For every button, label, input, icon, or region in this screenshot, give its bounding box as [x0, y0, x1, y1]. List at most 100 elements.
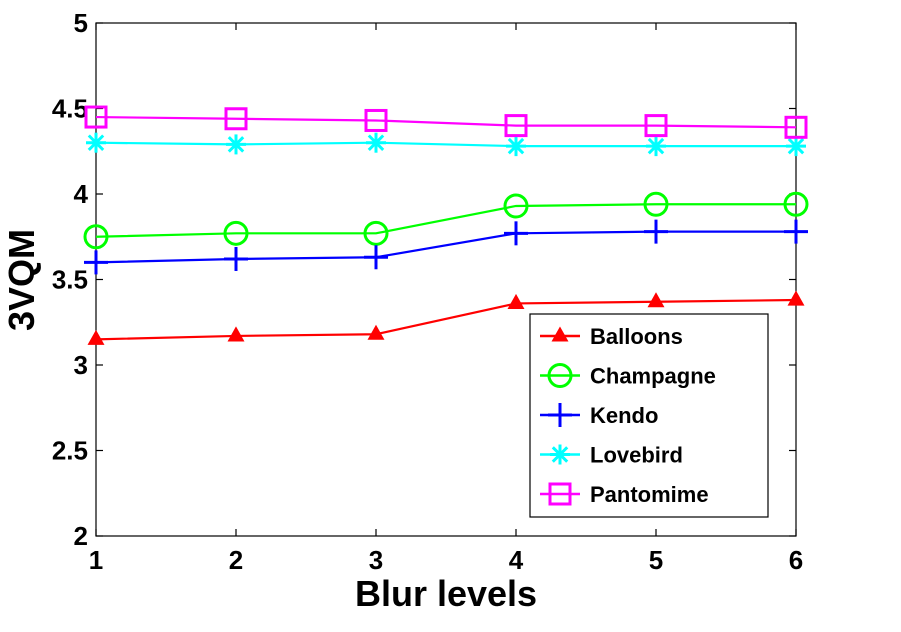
data-point-kendo	[364, 245, 388, 270]
series-champagne	[83, 191, 809, 250]
plus-marker	[504, 221, 528, 246]
circle-marker	[223, 220, 249, 246]
asterisk-marker	[646, 136, 666, 157]
circle-marker	[83, 224, 109, 250]
plus-marker	[784, 219, 808, 244]
y-tick-label: 4	[74, 179, 89, 209]
legend-item-balloons: Balloons	[540, 324, 683, 349]
asterisk-marker-d2	[507, 137, 525, 155]
square-marker	[548, 482, 572, 506]
data-point-pantomime	[84, 105, 108, 129]
data-point-champagne	[363, 220, 389, 246]
legend-item-champagne: Champagne	[540, 363, 716, 389]
asterisk-marker	[86, 132, 106, 153]
plus-marker	[644, 219, 668, 244]
x-axis-label: Blur levels	[355, 573, 537, 614]
data-point-kendo	[224, 246, 248, 271]
plus-marker	[364, 245, 388, 270]
legend-label: Pantomime	[590, 482, 709, 507]
data-point-champagne	[503, 193, 529, 219]
data-point-balloons	[227, 326, 245, 342]
series-lovebird	[86, 132, 806, 157]
plus-marker	[84, 250, 108, 275]
x-tick-label: 2	[229, 545, 243, 575]
asterisk-marker	[366, 132, 386, 153]
legend-label: Lovebird	[590, 443, 683, 468]
data-point-kendo	[784, 219, 808, 244]
legend-label: Champagne	[590, 364, 716, 389]
x-tick-label: 5	[649, 545, 663, 575]
x-tick-label: 3	[369, 545, 383, 575]
data-point-pantomime	[644, 114, 668, 138]
data-point-champagne	[83, 224, 109, 250]
square-marker	[644, 114, 668, 138]
square-marker	[224, 107, 248, 131]
data-point-lovebird	[86, 132, 106, 153]
circle-marker	[547, 363, 573, 388]
square-marker	[784, 115, 808, 139]
asterisk-marker-d2	[647, 137, 665, 155]
triangle-marker	[367, 324, 385, 340]
circle-marker	[363, 220, 389, 246]
data-point-pantomime	[784, 115, 808, 139]
data-point-champagne	[783, 191, 809, 217]
asterisk-marker-d2	[87, 134, 105, 151]
legend: Balloons Champagne Kendo Lovebird Pantomime	[529, 313, 769, 518]
square-marker	[504, 114, 528, 138]
asterisk-marker	[550, 444, 570, 465]
square-marker	[84, 105, 108, 129]
y-tick-label: 4.5	[52, 94, 88, 124]
y-tick-label: 3	[74, 350, 88, 380]
y-tick-label: 2.5	[52, 436, 88, 466]
data-point-balloons	[787, 290, 805, 306]
data-point-pantomime	[364, 108, 388, 132]
data-point-balloons	[367, 324, 385, 340]
data-point-lovebird	[506, 136, 526, 157]
x-tick-label: 4	[509, 545, 524, 575]
series-layer	[83, 105, 809, 345]
series-kendo	[84, 219, 808, 275]
data-point-balloons	[87, 329, 105, 345]
series-line-pantomime	[95, 115, 797, 129]
triangle-marker	[647, 292, 665, 308]
data-point-champagne	[643, 191, 669, 217]
y-axis-label: 3VQM	[1, 229, 42, 331]
x-tick-label: 6	[789, 545, 803, 575]
data-point-balloons	[647, 292, 665, 308]
data-point-kendo	[504, 221, 528, 246]
legend-label: Balloons	[590, 324, 683, 349]
triangle-marker	[227, 326, 245, 342]
circle-marker	[783, 191, 809, 217]
triangle-marker	[507, 293, 525, 309]
data-point-balloons	[507, 293, 525, 309]
data-point-lovebird	[646, 136, 666, 157]
y-tick-label: 2	[74, 521, 88, 551]
data-point-lovebird	[226, 134, 246, 155]
series-line-lovebird	[95, 141, 796, 148]
circle-marker	[503, 193, 529, 219]
data-point-kendo	[84, 250, 108, 275]
plus-marker	[224, 246, 248, 271]
legend-item-pantomime: Pantomime	[540, 482, 709, 507]
triangle-marker	[551, 326, 569, 342]
triangle-marker	[787, 290, 805, 306]
x-tick-label: 1	[89, 545, 103, 575]
series-pantomime	[84, 105, 808, 139]
legend-item-kendo: Kendo	[540, 403, 658, 428]
y-tick-label: 3.5	[52, 265, 88, 295]
y-tick-label: 5	[74, 8, 88, 38]
data-point-kendo	[644, 219, 668, 244]
circle-marker	[643, 191, 669, 217]
asterisk-marker	[226, 134, 246, 155]
asterisk-marker	[786, 136, 806, 157]
data-point-champagne	[223, 220, 249, 246]
triangle-marker	[87, 329, 105, 345]
series-line-balloons	[95, 298, 797, 341]
legend-item-lovebird: Lovebird	[540, 443, 683, 468]
data-point-lovebird	[366, 132, 386, 153]
legend-label: Kendo	[590, 403, 658, 428]
series-line-kendo	[95, 230, 796, 264]
square-marker	[364, 108, 388, 132]
data-point-lovebird	[786, 136, 806, 157]
data-point-pantomime	[504, 114, 528, 138]
